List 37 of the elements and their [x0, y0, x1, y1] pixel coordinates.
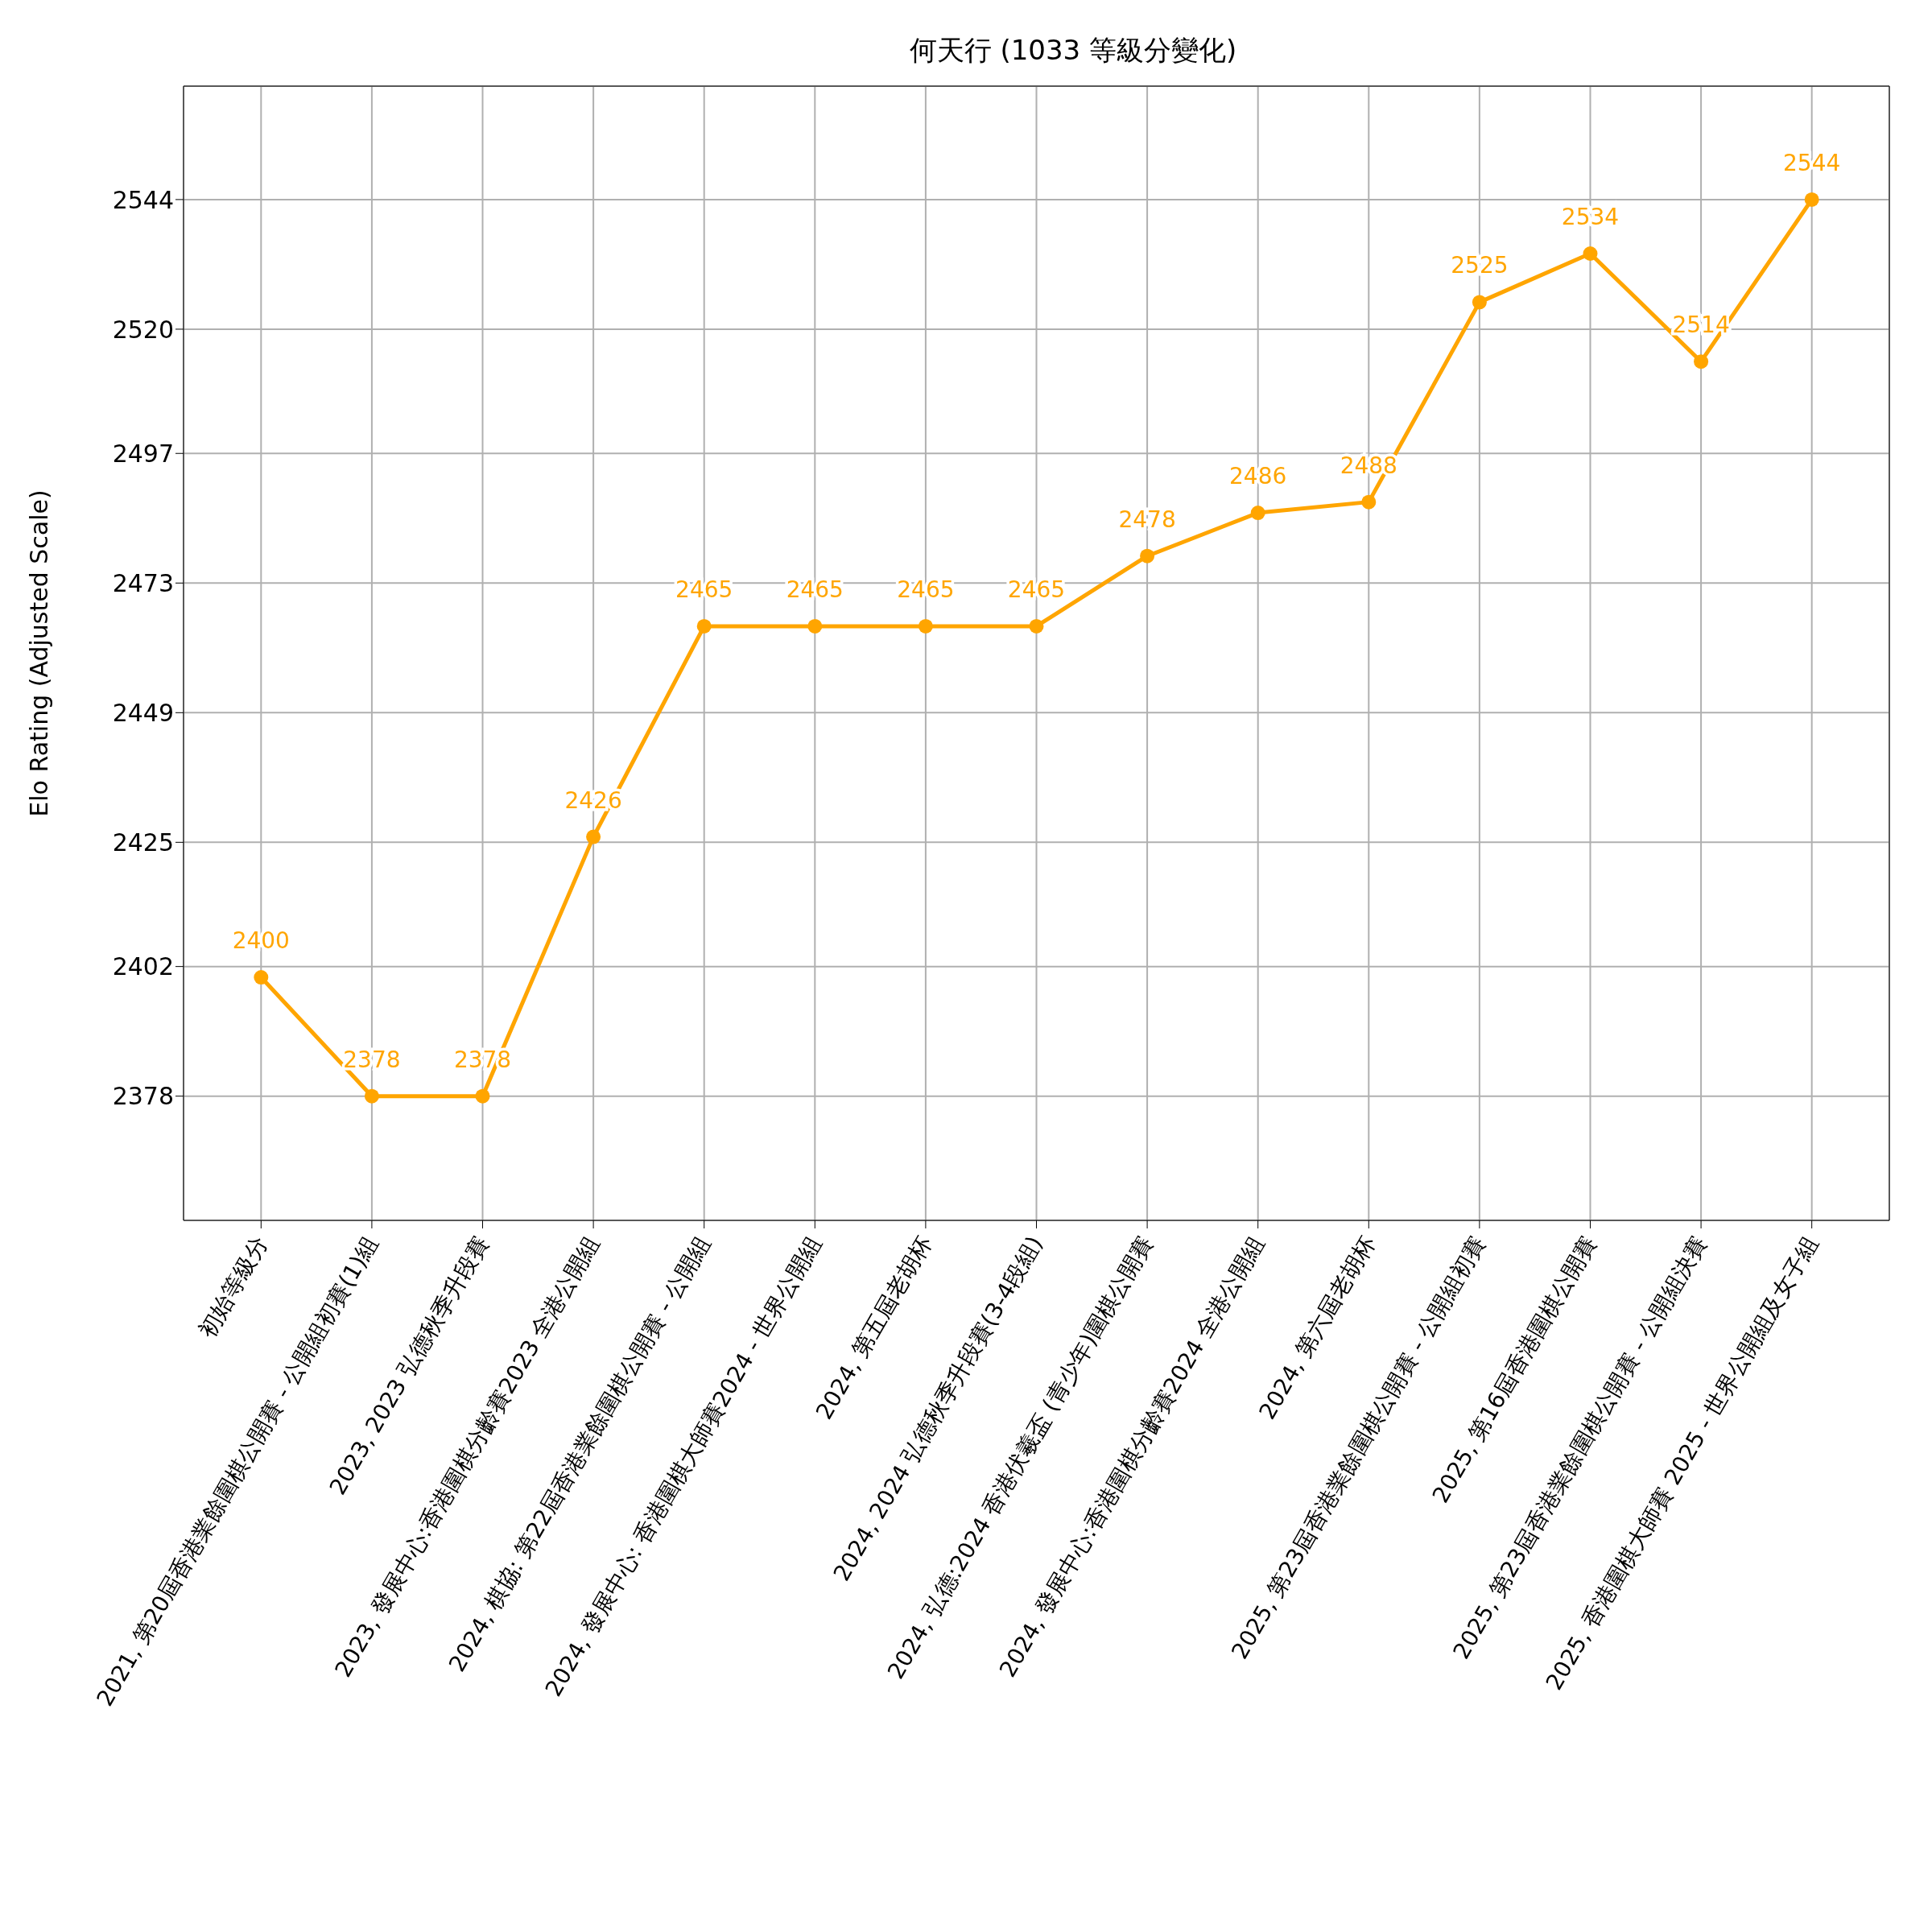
data-label: 2465 — [1007, 576, 1066, 603]
point — [364, 1088, 379, 1104]
data-label: 2465 — [786, 576, 844, 603]
data-label: 2465 — [897, 576, 955, 603]
y-tick-label: 2497 — [112, 439, 174, 468]
point — [1140, 548, 1155, 564]
data-label: 2525 — [1451, 252, 1509, 279]
y-tick-label: 2544 — [112, 185, 174, 214]
point — [1694, 354, 1709, 369]
y-axis-title: Elo Rating (Adjusted Scale) — [24, 489, 53, 817]
point — [1472, 295, 1487, 310]
point — [1804, 192, 1819, 207]
point — [807, 618, 823, 634]
data-label: 2486 — [1229, 463, 1287, 490]
chart-title: 何天行 (1033 等級分變化) — [908, 33, 1238, 68]
point — [475, 1088, 490, 1104]
y-tick-label: 2449 — [112, 698, 174, 727]
y-tick-label: 2402 — [112, 952, 174, 981]
y-tick-label: 2473 — [112, 568, 174, 597]
point — [1029, 618, 1044, 634]
point — [586, 829, 601, 844]
point — [1361, 494, 1377, 510]
data-label: 2534 — [1561, 204, 1620, 230]
point — [1250, 506, 1265, 521]
point — [696, 618, 712, 634]
data-label: 2478 — [1118, 506, 1176, 533]
y-tick-label: 2520 — [112, 315, 174, 344]
point — [918, 618, 933, 634]
y-tick-label: 2378 — [112, 1082, 174, 1111]
data-label: 2378 — [343, 1046, 401, 1073]
data-label: 2465 — [675, 576, 733, 603]
data-label: 2400 — [232, 927, 290, 955]
point — [254, 970, 269, 985]
point — [1583, 246, 1598, 261]
data-label: 2544 — [1783, 149, 1841, 176]
x-tick-label: 初始等級分 — [193, 1231, 273, 1343]
y-tick-label: 2425 — [112, 828, 174, 857]
